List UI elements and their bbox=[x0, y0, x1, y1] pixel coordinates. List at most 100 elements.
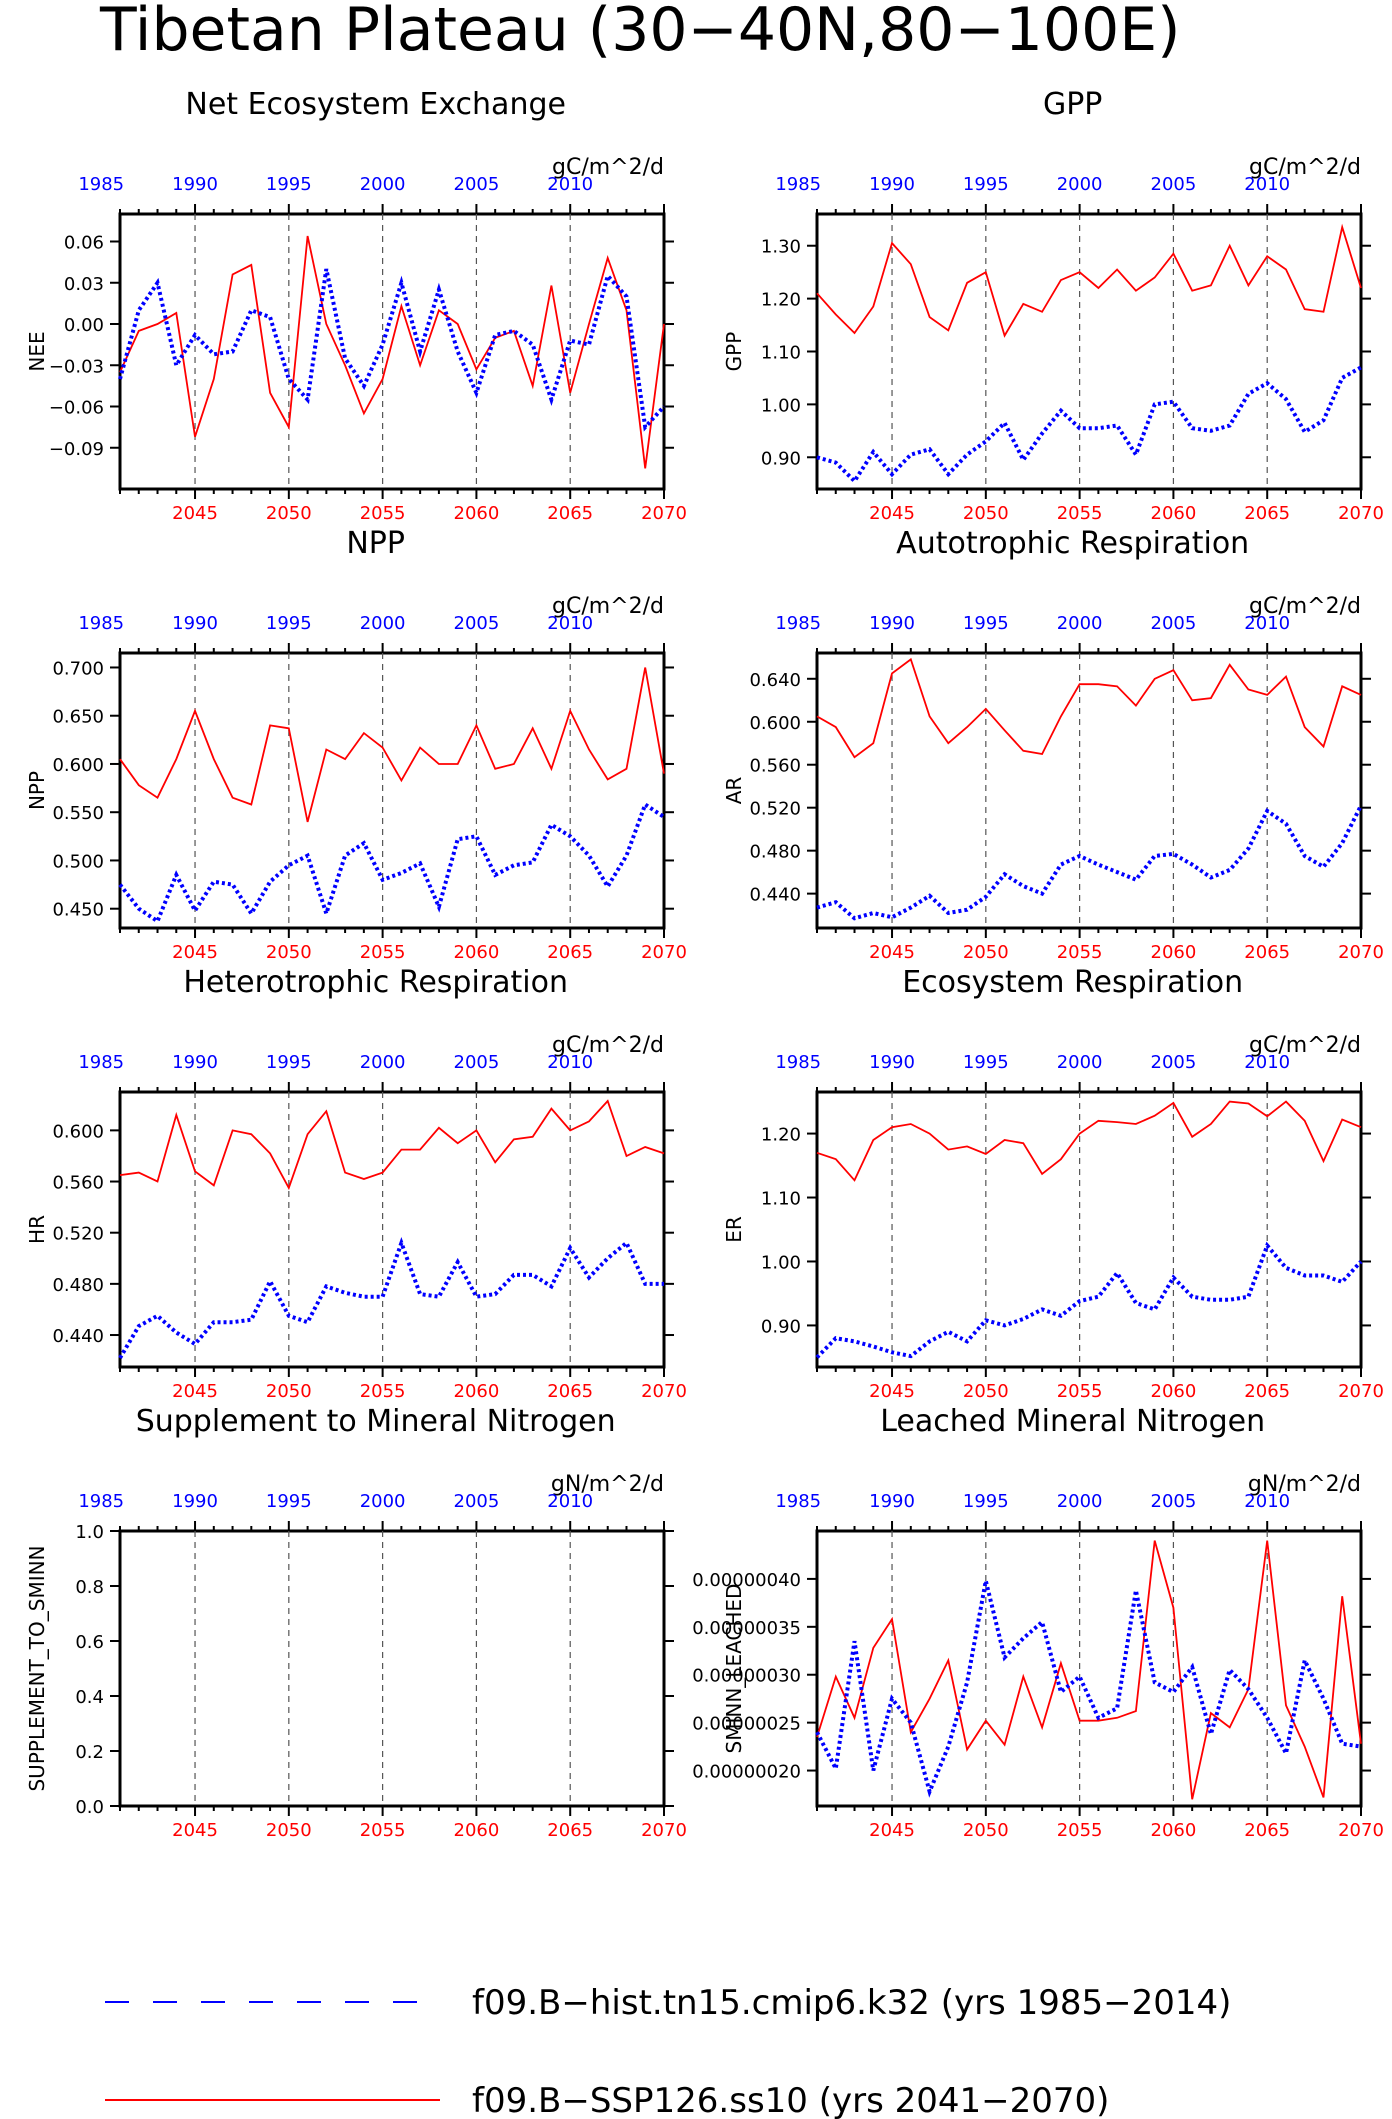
x-tick-label-top: 2000 bbox=[1057, 1052, 1103, 1073]
x-tick-label-bottom: 2050 bbox=[963, 1820, 1009, 1841]
x-tick-label-top: 1985 bbox=[78, 1491, 124, 1512]
x-tick-label-bottom: 2045 bbox=[172, 1820, 218, 1841]
y-axis-label: HR bbox=[25, 1215, 49, 1244]
plot-frame bbox=[815, 651, 1363, 930]
x-tick-label-bottom: 2070 bbox=[641, 1381, 687, 1402]
x-tick-label-bottom: 2065 bbox=[1244, 1820, 1290, 1841]
x-tick-label-bottom: 2055 bbox=[360, 1381, 406, 1402]
x-tick-label-bottom: 2070 bbox=[1338, 503, 1384, 524]
x-tick-label-top: 1990 bbox=[172, 1491, 218, 1512]
chart-panels: Net Ecosystem Exchange gC/m^2/d NEE 2045 205… bbox=[25, 87, 1384, 1841]
units-label: gN/m^2/d bbox=[551, 1472, 664, 1497]
y-tick-label: 0.4 bbox=[75, 1687, 104, 1708]
y-tick-label: 0.8 bbox=[75, 1577, 104, 1598]
y-axis-label: NPP bbox=[25, 771, 49, 810]
y-tick-label: 0.520 bbox=[749, 799, 801, 820]
x-tick-label-bottom: 2045 bbox=[172, 503, 218, 524]
x-tick-label-bottom: 2060 bbox=[454, 1820, 500, 1841]
y-tick-label: 0.90 bbox=[761, 448, 801, 469]
y-tick-label: 0.450 bbox=[52, 900, 104, 921]
x-tick-label-bottom: 2060 bbox=[1151, 942, 1197, 963]
x-tick-label-top: 1990 bbox=[869, 1052, 915, 1073]
x-tick-label-top: 1985 bbox=[78, 174, 124, 195]
x-tick-label-top: 2010 bbox=[1244, 174, 1290, 195]
y-tick-label: 0.480 bbox=[749, 842, 801, 863]
x-tick-label-top: 2010 bbox=[1244, 1052, 1290, 1073]
plot-frame bbox=[815, 1090, 1363, 1369]
y-tick-label: 0.600 bbox=[749, 713, 801, 734]
units-label: gC/m^2/d bbox=[552, 155, 664, 180]
x-tick-label-top: 1990 bbox=[869, 1491, 915, 1512]
x-tick-label-bottom: 2045 bbox=[869, 1381, 915, 1402]
units-label: gC/m^2/d bbox=[552, 1033, 664, 1058]
x-tick-label-top: 2005 bbox=[454, 613, 500, 634]
plot-frame bbox=[118, 212, 666, 491]
panel-title: Leached Mineral Nitrogen bbox=[880, 1404, 1265, 1439]
x-tick-label-bottom: 2050 bbox=[266, 503, 312, 524]
x-tick-label-bottom: 2065 bbox=[1244, 1381, 1290, 1402]
series-line-future bbox=[816, 1100, 1362, 1182]
plot-frame bbox=[118, 1090, 666, 1369]
panel-title: Net Ecosystem Exchange bbox=[185, 87, 566, 122]
x-tick-label-top: 1995 bbox=[963, 1491, 1009, 1512]
y-tick-label: 1.00 bbox=[761, 1252, 801, 1273]
y-tick-label: 0.600 bbox=[52, 1121, 104, 1142]
y-tick-label: 0.00000020 bbox=[692, 1762, 801, 1783]
x-tick-label-bottom: 2055 bbox=[1057, 1820, 1103, 1841]
y-tick-label: 0.00000030 bbox=[692, 1666, 801, 1687]
x-tick-label-top: 1995 bbox=[963, 1052, 1009, 1073]
x-tick-label-bottom: 2060 bbox=[1151, 503, 1197, 524]
x-tick-label-top: 2000 bbox=[360, 174, 406, 195]
plot-frame bbox=[118, 651, 666, 930]
y-tick-label: 0.00 bbox=[64, 315, 104, 336]
x-tick-label-top: 2005 bbox=[454, 1491, 500, 1512]
y-tick-label: 0.700 bbox=[52, 658, 104, 679]
x-tick-label-bottom: 2070 bbox=[1338, 942, 1384, 963]
y-tick-label: 1.20 bbox=[761, 1125, 801, 1146]
plot-frame bbox=[118, 1529, 666, 1808]
series-line-hist bbox=[118, 1236, 664, 1360]
x-tick-label-bottom: 2065 bbox=[547, 1820, 593, 1841]
x-tick-label-top: 2000 bbox=[1057, 613, 1103, 634]
series-line-future bbox=[816, 1540, 1362, 1800]
x-tick-label-bottom: 2070 bbox=[1338, 1381, 1384, 1402]
x-tick-label-top: 1990 bbox=[869, 613, 915, 634]
y-tick-label: 0.600 bbox=[52, 755, 104, 776]
plot-frame bbox=[815, 212, 1363, 491]
series-line-future bbox=[816, 657, 1362, 759]
series-line-hist bbox=[816, 804, 1363, 921]
series-line-future bbox=[119, 1099, 665, 1191]
y-axis-label: ER bbox=[722, 1216, 746, 1243]
x-tick-label-top: 2005 bbox=[454, 174, 500, 195]
figure-title: Tibetan Plateau (30−40N,80−100E) bbox=[99, 0, 1181, 65]
y-tick-label: 0.650 bbox=[52, 707, 104, 728]
panel-npp: NPP gC/m^2/d NPP 2045 2050 2055 2060 2065 2070 19… bbox=[25, 526, 687, 963]
units-label: gC/m^2/d bbox=[1249, 594, 1361, 619]
x-tick-label-bottom: 2055 bbox=[360, 1820, 406, 1841]
y-tick-label: 1.10 bbox=[761, 343, 801, 364]
x-tick-label-top: 2000 bbox=[360, 613, 406, 634]
series-line-hist bbox=[118, 801, 666, 925]
panel-title: Heterotrophic Respiration bbox=[183, 965, 568, 1000]
x-tick-label-bottom: 2045 bbox=[869, 1820, 915, 1841]
units-label: gC/m^2/d bbox=[552, 594, 664, 619]
x-tick-label-bottom: 2050 bbox=[266, 1381, 312, 1402]
x-tick-label-bottom: 2045 bbox=[172, 942, 218, 963]
x-tick-label-top: 1985 bbox=[78, 1052, 124, 1073]
x-tick-label-top: 2010 bbox=[547, 174, 593, 195]
x-tick-label-bottom: 2070 bbox=[641, 503, 687, 524]
x-tick-label-top: 2000 bbox=[360, 1491, 406, 1512]
y-tick-label: −0.03 bbox=[49, 356, 104, 377]
x-tick-label-top: 1985 bbox=[775, 613, 821, 634]
y-tick-label: 1.10 bbox=[761, 1189, 801, 1210]
x-tick-label-bottom: 2045 bbox=[869, 503, 915, 524]
y-axis-label: SUPPLEMENT_TO_SMINN bbox=[25, 1545, 49, 1791]
series-line-hist bbox=[118, 268, 666, 432]
x-tick-label-bottom: 2060 bbox=[454, 503, 500, 524]
x-tick-label-top: 1995 bbox=[266, 613, 312, 634]
x-tick-label-bottom: 2060 bbox=[1151, 1820, 1197, 1841]
x-tick-label-bottom: 2065 bbox=[1244, 503, 1290, 524]
y-tick-label: 1.30 bbox=[761, 237, 801, 258]
series-line-future bbox=[816, 223, 1362, 338]
